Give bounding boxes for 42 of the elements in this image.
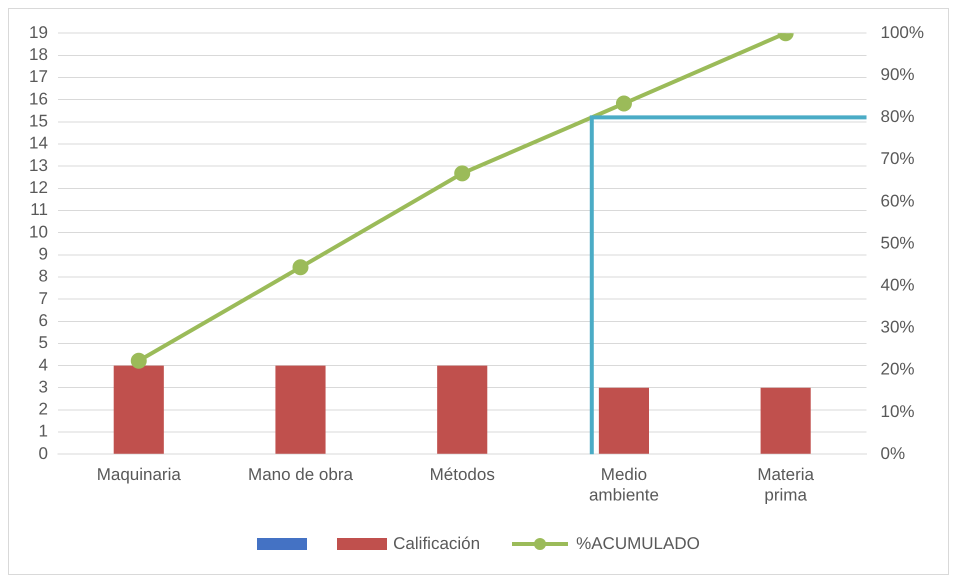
y-tick-label: 3 — [38, 377, 48, 396]
x-tick-label: Materia prima — [757, 465, 815, 504]
x-tick-label: Mano de obra — [248, 465, 354, 484]
y-tick-label: 19 — [28, 22, 48, 42]
y2-tick-label: 100% — [880, 22, 924, 42]
x-tick-label: Medio ambiente — [588, 465, 659, 504]
y-tick-label: 15 — [28, 112, 48, 131]
point — [130, 352, 147, 369]
y-tick-label: 2 — [38, 400, 48, 419]
y-tick-label: 8 — [38, 266, 48, 286]
y-tick-label: 12 — [28, 178, 48, 197]
point — [454, 165, 470, 182]
y2-tick-label: 20% — [880, 360, 915, 379]
y2-tick-label: 90% — [880, 64, 915, 84]
y-tick-label: 17 — [28, 67, 48, 86]
y-tick-label: 10 — [28, 222, 48, 242]
y2-tick-label: 70% — [880, 149, 915, 168]
y2-tick-label: 0% — [880, 444, 906, 463]
y2-tick-label: 50% — [880, 233, 915, 252]
y2-tick-label: 40% — [880, 275, 915, 294]
y-tick-label: 11 — [30, 200, 48, 220]
y-tick-label: 18 — [28, 45, 48, 64]
point — [292, 259, 308, 276]
y-tick-label: 13 — [28, 156, 48, 175]
legend-label: %ACUMULADO — [576, 534, 700, 554]
y-tick-label: 4 — [38, 355, 48, 374]
x-tick-label: Métodos — [430, 465, 495, 484]
y2-tick-label: 10% — [880, 402, 915, 421]
y-tick-label: 16 — [28, 89, 48, 108]
y-tick-label: 9 — [38, 244, 48, 264]
y-tick-label: 14 — [28, 134, 48, 153]
y-tick-label: 5 — [38, 333, 48, 352]
legend-label: Calificación — [393, 534, 480, 554]
y-tick-label: 7 — [38, 288, 48, 308]
point — [616, 96, 632, 112]
y-tick-label: 0 — [38, 444, 48, 463]
x-tick-label: Maquinaria — [96, 465, 182, 484]
y-tick-label: 1 — [38, 422, 48, 441]
y-tick-label: 6 — [38, 310, 48, 330]
y2-tick-label: 30% — [880, 318, 915, 337]
y2-tick-label: 60% — [880, 191, 915, 210]
y2-tick-label: 80% — [880, 107, 915, 126]
